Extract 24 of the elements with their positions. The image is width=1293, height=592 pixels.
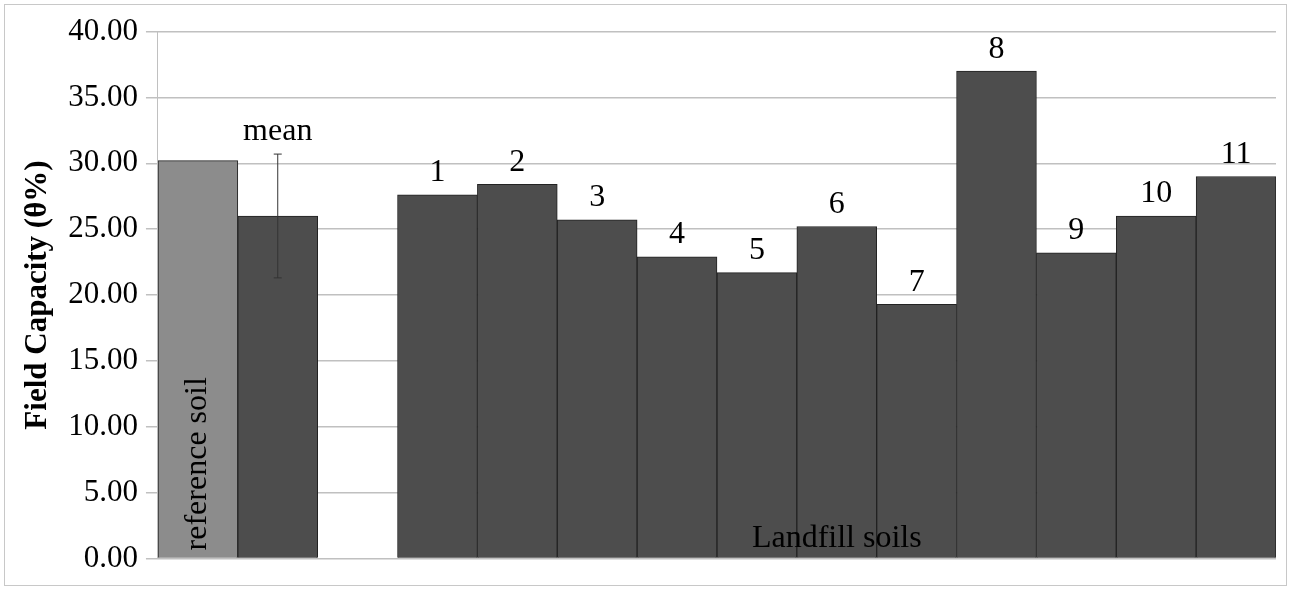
y-tick-label: 10.00 bbox=[68, 406, 138, 442]
x-tick-label: 10 bbox=[1140, 173, 1173, 210]
y-tick-label: 35.00 bbox=[68, 77, 138, 113]
x-tick-label: 3 bbox=[589, 177, 606, 214]
y-tick-label: 30.00 bbox=[68, 143, 138, 179]
y-tick-label: 40.00 bbox=[68, 11, 138, 47]
y-tick-label: 15.00 bbox=[68, 340, 138, 376]
x-tick-label: 1 bbox=[429, 152, 446, 189]
x-tick-label: 9 bbox=[1068, 210, 1085, 247]
x-tick-label: mean bbox=[243, 111, 313, 148]
y-tick-label: 20.00 bbox=[68, 275, 138, 311]
x-tick-label: reference soil bbox=[177, 377, 214, 551]
y-tick-label: 25.00 bbox=[68, 209, 138, 245]
x-tick-label: 5 bbox=[748, 230, 765, 267]
x-tick-label: 2 bbox=[509, 141, 526, 178]
x-tick-label: 7 bbox=[908, 261, 925, 298]
y-tick-label: 5.00 bbox=[83, 472, 138, 508]
y-axis-title: Field Capacity (θ%) bbox=[17, 160, 53, 430]
x-tick-label: 6 bbox=[828, 183, 845, 220]
annotation: Landfill soils bbox=[751, 517, 922, 554]
y-tick-label: 0.00 bbox=[83, 538, 138, 574]
x-tick-label: 4 bbox=[669, 214, 686, 251]
x-tick-label: 11 bbox=[1220, 133, 1252, 170]
x-tick-label: 8 bbox=[988, 28, 1005, 65]
